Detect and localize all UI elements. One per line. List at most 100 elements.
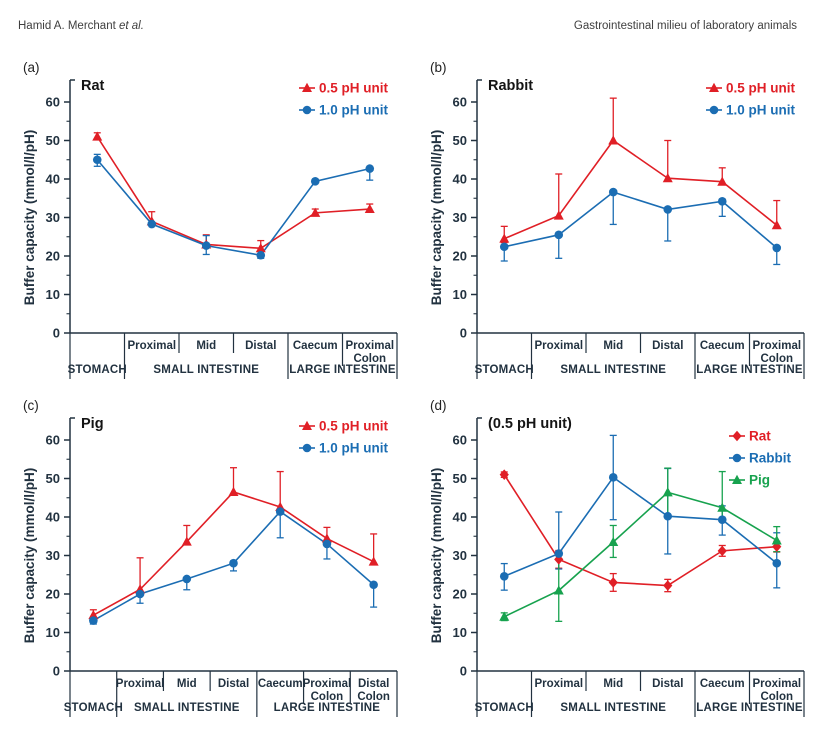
- error-bars: [93, 153, 374, 259]
- x-category-label: Proximal: [752, 340, 801, 352]
- data-point: [201, 241, 211, 250]
- series-line-rabbit: [503, 476, 778, 578]
- legend-item: 1.0 pH unit: [299, 441, 389, 456]
- data-point: [229, 558, 238, 568]
- data-point: [608, 536, 619, 547]
- y-axis-title: Buffer capacity (mmol/l/pH): [429, 130, 444, 306]
- y-tick-label: 40: [453, 172, 467, 187]
- y-tick-label: 0: [53, 664, 60, 679]
- x-group-label: SMALL INTESTINE: [134, 702, 240, 714]
- error-bars: [89, 511, 378, 625]
- x-category-label: Proximal: [752, 678, 801, 690]
- data-point: [135, 589, 145, 599]
- y-tick-label: 20: [46, 587, 60, 602]
- x-category-label: Colon: [357, 691, 390, 703]
- data-point: [663, 205, 673, 214]
- y-tick-label: 10: [46, 625, 60, 640]
- series-line-0-5-ph-unit: [96, 136, 370, 250]
- y-tick-label: 30: [46, 210, 60, 225]
- y-axis-title: Buffer capacity (mmol/l/pH): [429, 468, 444, 644]
- chart-title: (0.5 pH unit): [488, 416, 572, 432]
- data-point: [310, 207, 321, 217]
- x-category-label: Colon: [311, 691, 344, 703]
- y-tick-label: 60: [46, 433, 60, 448]
- data-point: [322, 539, 332, 549]
- chart-panel-d: (d) 0 10 20 30 40 50 60 Buffer capacity (mmol/l…: [427, 390, 815, 736]
- legend-marker: [302, 82, 312, 92]
- legend-label: Pig: [749, 473, 770, 488]
- error-bars: [500, 97, 781, 244]
- series-markers: [499, 187, 782, 253]
- page-header: Hamid A. Merchant et al. Gastrointestina…: [18, 20, 797, 32]
- legend-item: Pig: [729, 473, 770, 488]
- data-point: [92, 155, 102, 165]
- data-point: [662, 173, 673, 183]
- y-tick-label: 10: [46, 287, 60, 302]
- y-tick-label: 40: [46, 510, 60, 525]
- legend-marker: [302, 420, 312, 430]
- x-category-label: Mid: [177, 678, 197, 690]
- x-category-label: Colon: [760, 353, 793, 365]
- x-category-label: Proximal: [534, 340, 583, 352]
- data-point: [499, 469, 509, 480]
- data-point: [369, 580, 378, 590]
- data-point: [499, 242, 509, 252]
- x-category-label: Colon: [353, 353, 386, 365]
- data-point: [554, 230, 564, 240]
- species-comparison-chart: 0 10 20 30 40 50 60 Buffer capacity (mmol/l/pH)…: [429, 416, 805, 717]
- y-axis-title: Buffer capacity (mmol/l/pH): [22, 130, 37, 306]
- series-markers: [92, 131, 375, 253]
- data-point: [717, 515, 727, 524]
- data-point: [321, 533, 332, 543]
- series-markers: [499, 469, 782, 591]
- series-line-rat: [503, 474, 777, 587]
- y-tick-label: 40: [453, 510, 467, 525]
- series-markers: [499, 473, 782, 581]
- rabbit-buffer-capacity-chart: 0 10 20 30 40 50 60 Buffer capacity (mmol/l/pH)…: [429, 78, 805, 379]
- y-tick-label: 0: [460, 664, 467, 679]
- data-point: [608, 473, 618, 482]
- data-point: [717, 545, 727, 557]
- data-point: [663, 580, 673, 591]
- data-point: [499, 611, 510, 621]
- legend-item: 0.5 pH unit: [299, 419, 389, 434]
- chart-title: Pig: [81, 416, 104, 432]
- series-markers: [499, 135, 782, 243]
- data-point: [499, 571, 509, 581]
- data-point: [275, 507, 285, 516]
- y-tick-label: 0: [53, 326, 60, 341]
- author-etal: et al.: [118, 20, 144, 32]
- legend-label: 0.5 pH unit: [726, 81, 796, 96]
- y-tick-label: 20: [453, 587, 467, 602]
- category-separators: [69, 333, 398, 379]
- data-point: [771, 220, 782, 230]
- legend-label: 1.0 pH unit: [319, 103, 389, 118]
- data-point: [717, 502, 728, 512]
- data-point: [181, 536, 192, 546]
- author-name: Hamid A. Merchant: [18, 20, 119, 32]
- x-category-label: Mid: [603, 678, 623, 690]
- x-category-label: Distal: [245, 340, 276, 352]
- data-point: [89, 616, 98, 625]
- x-group-label: LARGE INTESTINE: [274, 702, 381, 714]
- y-tick-label: 50: [453, 133, 467, 148]
- data-point: [182, 574, 192, 584]
- data-point: [717, 176, 728, 186]
- x-category-label: Proximal: [534, 678, 583, 690]
- x-group-label: LARGE INTESTINE: [696, 702, 803, 714]
- legend-label: 0.5 pH unit: [319, 81, 389, 96]
- legend-item: 0.5 pH unit: [706, 81, 796, 96]
- x-category-label: Proximal: [127, 340, 176, 352]
- data-point: [88, 609, 99, 620]
- x-group-label: STOMACH: [64, 702, 123, 714]
- running-head-author: Hamid A. Merchant et al.: [18, 20, 144, 32]
- y-tick-label: 50: [46, 133, 60, 148]
- data-point: [772, 541, 782, 552]
- series-line-pig: [503, 491, 778, 618]
- x-group-label: STOMACH: [68, 364, 127, 376]
- data-point: [368, 556, 379, 566]
- data-point: [255, 243, 266, 253]
- legend-marker: [732, 474, 742, 484]
- panel-letter-a: (a): [23, 60, 40, 75]
- pig-buffer-capacity-chart: 0 10 20 30 40 50 60 Buffer capacity (mmol/l/pH)…: [22, 416, 398, 717]
